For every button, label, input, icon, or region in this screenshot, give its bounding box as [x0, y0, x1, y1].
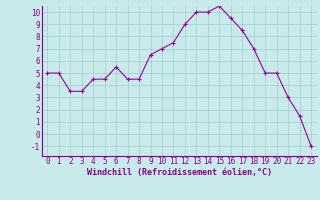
- X-axis label: Windchill (Refroidissement éolien,°C): Windchill (Refroidissement éolien,°C): [87, 168, 272, 177]
